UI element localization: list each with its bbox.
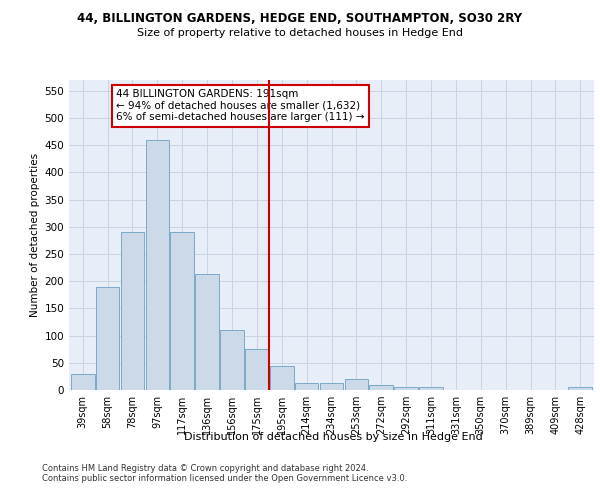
Bar bbox=[220, 330, 244, 390]
Bar bbox=[195, 274, 219, 390]
Y-axis label: Number of detached properties: Number of detached properties bbox=[30, 153, 40, 317]
Text: Distribution of detached houses by size in Hedge End: Distribution of detached houses by size … bbox=[184, 432, 482, 442]
Bar bbox=[270, 366, 293, 390]
Text: 44, BILLINGTON GARDENS, HEDGE END, SOUTHAMPTON, SO30 2RY: 44, BILLINGTON GARDENS, HEDGE END, SOUTH… bbox=[77, 12, 523, 24]
Bar bbox=[96, 286, 119, 390]
Bar bbox=[245, 349, 269, 390]
Bar bbox=[344, 378, 368, 390]
Text: 44 BILLINGTON GARDENS: 191sqm
← 94% of detached houses are smaller (1,632)
6% of: 44 BILLINGTON GARDENS: 191sqm ← 94% of d… bbox=[116, 90, 365, 122]
Text: Contains HM Land Registry data © Crown copyright and database right 2024.
Contai: Contains HM Land Registry data © Crown c… bbox=[42, 464, 407, 483]
Bar bbox=[568, 388, 592, 390]
Bar bbox=[295, 383, 319, 390]
Text: Size of property relative to detached houses in Hedge End: Size of property relative to detached ho… bbox=[137, 28, 463, 38]
Bar bbox=[170, 232, 194, 390]
Bar bbox=[419, 388, 443, 390]
Bar bbox=[320, 384, 343, 390]
Bar bbox=[370, 384, 393, 390]
Bar bbox=[71, 374, 95, 390]
Bar bbox=[121, 232, 144, 390]
Bar bbox=[146, 140, 169, 390]
Bar bbox=[394, 388, 418, 390]
